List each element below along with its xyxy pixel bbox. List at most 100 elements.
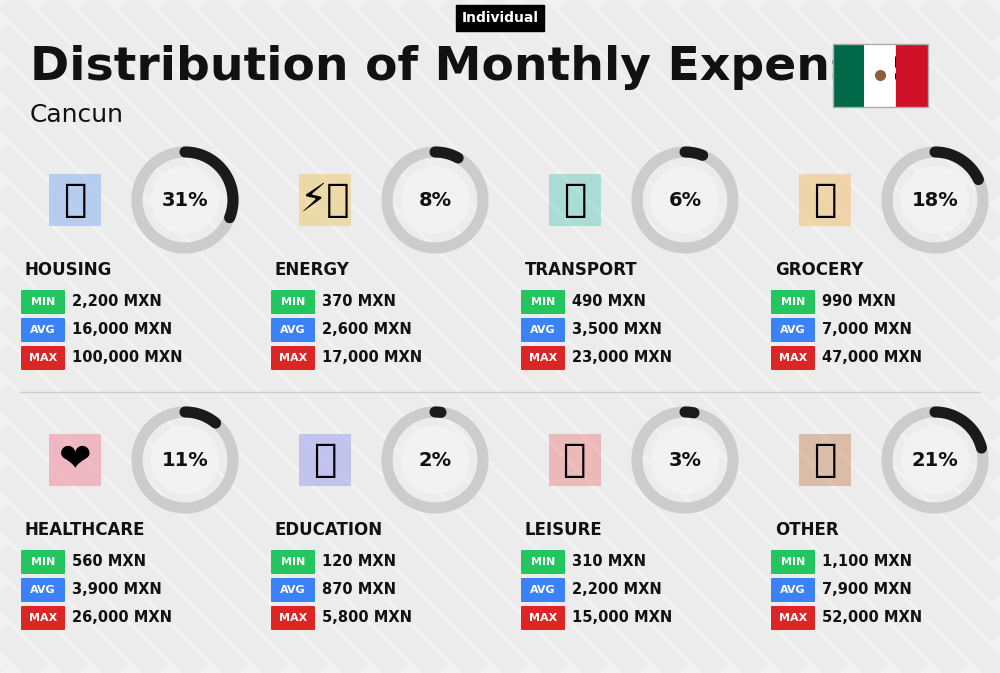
FancyBboxPatch shape (521, 578, 565, 602)
Text: 2,600 MXN: 2,600 MXN (322, 322, 412, 337)
FancyBboxPatch shape (521, 318, 565, 342)
Text: MAX: MAX (29, 353, 57, 363)
Text: MAX: MAX (779, 613, 807, 623)
Text: MIN: MIN (781, 297, 805, 307)
Bar (896, 44, 928, 107)
Text: MIN: MIN (31, 297, 55, 307)
Text: 52,000 MXN: 52,000 MXN (822, 610, 922, 625)
Text: 2,200 MXN: 2,200 MXN (572, 583, 662, 598)
FancyBboxPatch shape (271, 290, 315, 314)
Text: 💰: 💰 (813, 441, 837, 479)
Text: Distribution of Monthly Expenses: Distribution of Monthly Expenses (30, 46, 918, 90)
Bar (549, 434, 601, 486)
Text: AVG: AVG (30, 325, 56, 335)
Text: MAX: MAX (529, 353, 557, 363)
FancyBboxPatch shape (521, 550, 565, 574)
Text: 11%: 11% (162, 450, 208, 470)
Text: ⚡🏠: ⚡🏠 (300, 181, 350, 219)
Text: 🚌: 🚌 (563, 181, 587, 219)
Text: AVG: AVG (780, 585, 806, 595)
Text: 8%: 8% (418, 190, 452, 209)
FancyBboxPatch shape (521, 606, 565, 630)
Text: 100,000 MXN: 100,000 MXN (72, 351, 182, 365)
Text: 6%: 6% (668, 190, 702, 209)
Bar (833, 44, 928, 107)
Text: 7,000 MXN: 7,000 MXN (822, 322, 912, 337)
Text: 3,500 MXN: 3,500 MXN (572, 322, 662, 337)
Text: 2%: 2% (418, 450, 452, 470)
Text: HOUSING: HOUSING (25, 261, 112, 279)
Text: MIN: MIN (281, 557, 305, 567)
Text: Cancun: Cancun (30, 103, 124, 127)
Bar (799, 434, 851, 486)
Text: HEALTHCARE: HEALTHCARE (25, 521, 146, 539)
FancyBboxPatch shape (21, 550, 65, 574)
Text: 1,100 MXN: 1,100 MXN (822, 555, 912, 569)
Text: 3,900 MXN: 3,900 MXN (72, 583, 162, 598)
Text: TRANSPORT: TRANSPORT (525, 261, 638, 279)
Text: MAX: MAX (529, 613, 557, 623)
Bar (49, 174, 101, 226)
Text: MIN: MIN (31, 557, 55, 567)
Text: 370 MXN: 370 MXN (322, 295, 396, 310)
Polygon shape (401, 427, 469, 493)
Polygon shape (151, 166, 219, 234)
FancyBboxPatch shape (271, 318, 315, 342)
Text: 🎓: 🎓 (313, 441, 337, 479)
FancyBboxPatch shape (21, 346, 65, 370)
Polygon shape (401, 166, 469, 234)
FancyBboxPatch shape (771, 346, 815, 370)
Bar (299, 434, 351, 486)
Polygon shape (901, 166, 969, 234)
Text: AVG: AVG (530, 325, 556, 335)
Text: 🛒: 🛒 (813, 181, 837, 219)
Text: MAX: MAX (29, 613, 57, 623)
Text: AVG: AVG (780, 325, 806, 335)
Text: MIN: MIN (281, 297, 305, 307)
Text: OTHER: OTHER (775, 521, 839, 539)
Text: 17,000 MXN: 17,000 MXN (322, 351, 422, 365)
Text: 310 MXN: 310 MXN (572, 555, 646, 569)
Bar (833, 44, 864, 107)
FancyBboxPatch shape (271, 578, 315, 602)
Text: MIN: MIN (531, 557, 555, 567)
FancyBboxPatch shape (21, 606, 65, 630)
Text: 26,000 MXN: 26,000 MXN (72, 610, 172, 625)
FancyBboxPatch shape (271, 606, 315, 630)
Text: 2,200 MXN: 2,200 MXN (72, 295, 162, 310)
Text: 18%: 18% (912, 190, 958, 209)
Text: AVG: AVG (280, 585, 306, 595)
Text: EDUCATION: EDUCATION (275, 521, 383, 539)
Polygon shape (151, 427, 219, 493)
Text: 21%: 21% (912, 450, 958, 470)
Text: 120 MXN: 120 MXN (322, 555, 396, 569)
Text: MIN: MIN (781, 557, 805, 567)
FancyBboxPatch shape (521, 346, 565, 370)
FancyBboxPatch shape (771, 578, 815, 602)
Text: MAX: MAX (279, 613, 307, 623)
Text: MAX: MAX (279, 353, 307, 363)
Text: 15,000 MXN: 15,000 MXN (572, 610, 672, 625)
Text: 560 MXN: 560 MXN (72, 555, 146, 569)
Text: 990 MXN: 990 MXN (822, 295, 896, 310)
Text: Individual: Individual (462, 11, 538, 25)
FancyBboxPatch shape (21, 318, 65, 342)
Bar (864, 44, 895, 107)
Text: 16,000 MXN: 16,000 MXN (72, 322, 172, 337)
Text: AVG: AVG (280, 325, 306, 335)
Text: 490 MXN: 490 MXN (572, 295, 646, 310)
Text: MIN: MIN (531, 297, 555, 307)
Text: 23,000 MXN: 23,000 MXN (572, 351, 672, 365)
FancyBboxPatch shape (271, 346, 315, 370)
Bar (49, 434, 101, 486)
FancyBboxPatch shape (271, 550, 315, 574)
Text: ❤️: ❤️ (59, 441, 91, 479)
Bar (799, 174, 851, 226)
FancyBboxPatch shape (21, 290, 65, 314)
Polygon shape (651, 166, 719, 234)
Text: 7,900 MXN: 7,900 MXN (822, 583, 912, 598)
FancyBboxPatch shape (771, 318, 815, 342)
Text: 🏢: 🏢 (63, 181, 87, 219)
Bar (549, 174, 601, 226)
Text: AVG: AVG (30, 585, 56, 595)
